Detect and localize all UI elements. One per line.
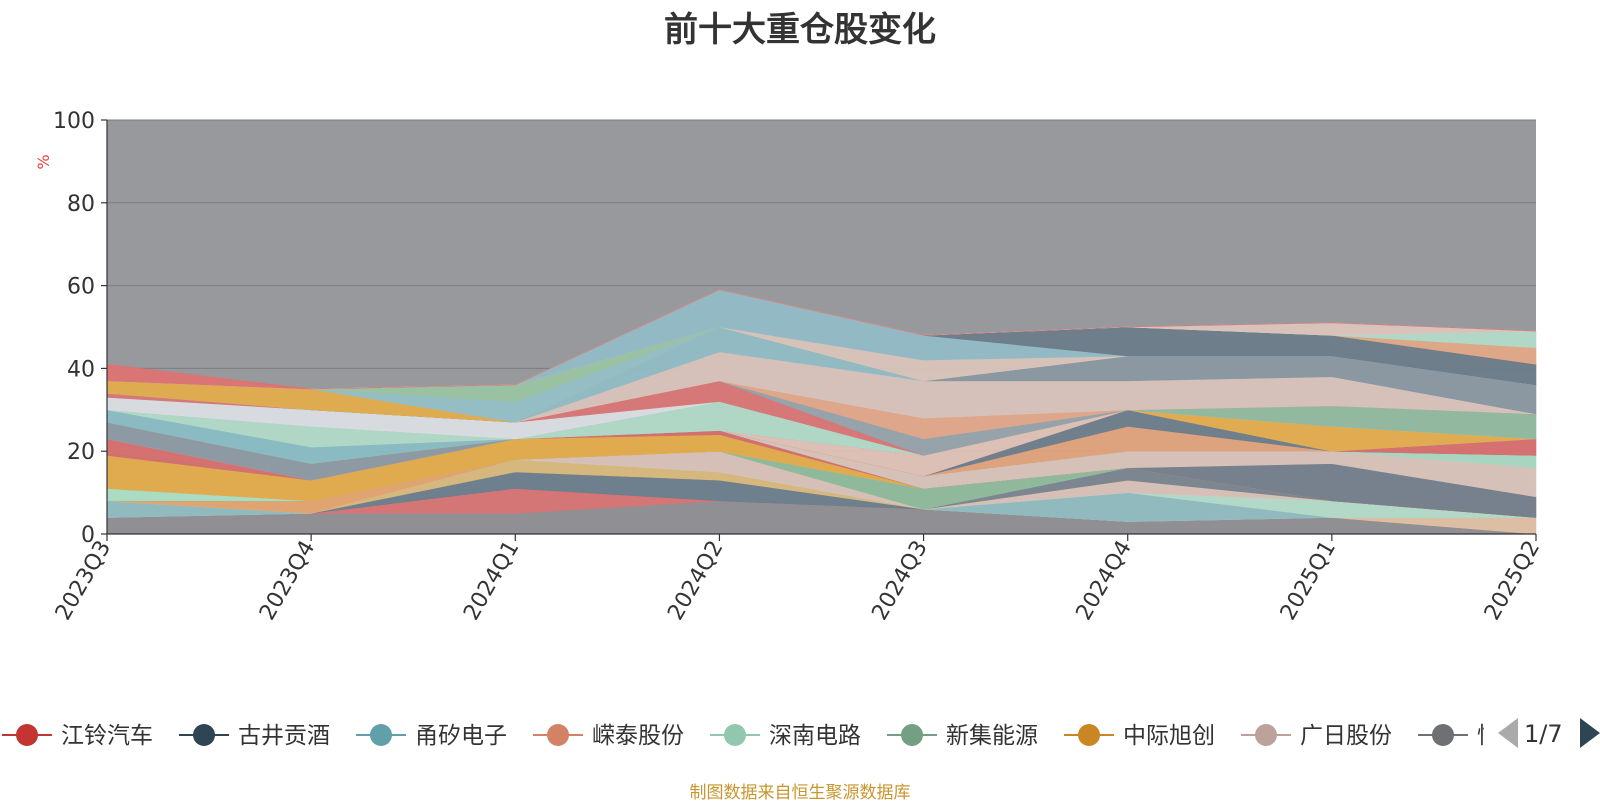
legend-item[interactable]: 古井贡酒 [179, 723, 330, 749]
legend-label: 恒 [1477, 723, 1500, 749]
legend-circle-icon [370, 724, 392, 746]
chart-title: 前十大重仓股变化 [664, 10, 936, 50]
legend-item[interactable]: 恒 [1418, 723, 1500, 749]
y-tick-label: 100 [53, 109, 95, 134]
legend-circle-icon [1078, 724, 1100, 746]
legend-page-indicator: 1/7 [1524, 720, 1563, 748]
legend-circle-icon [1432, 724, 1454, 746]
x-tick-label: 2024Q3 [867, 537, 932, 625]
legend-item[interactable]: 甬矽电子 [356, 723, 507, 749]
y-tick-label: 60 [67, 275, 95, 300]
legend-label: 嵘泰股份 [592, 723, 684, 749]
y-axis-label: % [34, 154, 53, 169]
y-tick-label: 80 [67, 192, 95, 217]
legend-circle-icon [16, 724, 38, 746]
x-tick-label: 2025Q2 [1480, 537, 1545, 625]
legend-circle-icon [193, 724, 215, 746]
y-tick-label: 40 [67, 357, 95, 382]
legend-prev-page-icon[interactable] [1498, 718, 1518, 748]
legend-label: 深南电路 [769, 723, 861, 749]
legend-item[interactable]: 广日股份 [1241, 723, 1392, 749]
legend-circle-icon [547, 724, 569, 746]
legend-item[interactable]: 深南电路 [710, 723, 861, 749]
legend-label: 新集能源 [946, 723, 1038, 749]
x-tick-label: 2024Q2 [663, 537, 728, 625]
legend-item[interactable]: 新集能源 [887, 723, 1038, 749]
x-tick-label: 2023Q3 [51, 537, 116, 625]
legend-circle-icon [724, 724, 746, 746]
legend-next-page-icon[interactable] [1580, 718, 1600, 748]
legend-item[interactable]: 江铃汽车 [2, 723, 153, 749]
x-tick-label: 2024Q4 [1072, 537, 1137, 625]
legend-circle-icon [901, 724, 923, 746]
legend: 江铃汽车 古井贡酒 甬矽电子 嵘泰股份 深南电路 新集能源 中际旭创 广日股份 恒 [2, 723, 1500, 749]
legend-item[interactable]: 嵘泰股份 [533, 723, 684, 749]
x-tick-label: 2024Q1 [459, 537, 524, 625]
legend-label: 古井贡酒 [238, 723, 330, 749]
legend-label: 江铃汽车 [61, 723, 153, 749]
legend-circle-icon [1255, 724, 1277, 746]
legend-label: 中际旭创 [1123, 723, 1215, 749]
area-band [106, 289, 1537, 390]
y-tick-label: 0 [81, 523, 95, 548]
legend-label: 甬矽电子 [415, 723, 507, 749]
x-tick-label: 2025Q1 [1276, 537, 1341, 625]
y-tick-label: 20 [67, 440, 95, 465]
data-source-footer: 制图数据来自恒生聚源数据库 [689, 783, 911, 803]
x-tick-label: 2023Q4 [255, 537, 320, 625]
legend-label: 广日股份 [1300, 723, 1392, 749]
legend-item[interactable]: 中际旭创 [1064, 723, 1215, 749]
